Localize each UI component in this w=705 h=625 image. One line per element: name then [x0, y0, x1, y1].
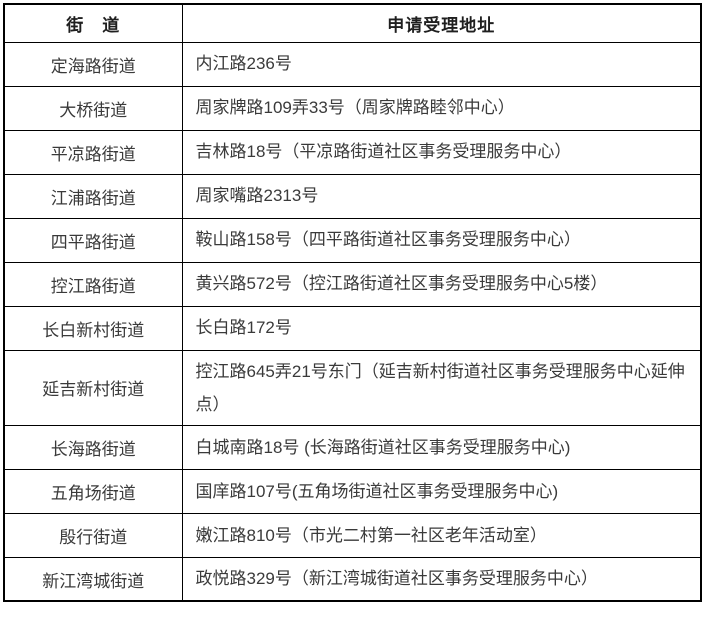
address-cell: 白城南路18号 (长海路街道社区事务受理服务中心)	[181, 424, 702, 470]
street-cell: 延吉新村街道	[3, 349, 183, 426]
table-row: 延吉新村街道 控江路645弄21号东门（延吉新村街道社区事务受理服务中心延伸点）	[3, 349, 702, 426]
street-cell: 江浦路街道	[3, 173, 183, 219]
page: 街 道 申请受理地址 定海路街道 内江路236号 大桥街道 周家牌路109弄33…	[3, 3, 702, 603]
address-cell: 内江路236号	[181, 41, 702, 87]
street-cell: 四平路街道	[3, 217, 183, 263]
address-cell: 黄兴路572号（控江路街道社区事务受理服务中心5楼）	[181, 261, 702, 307]
street-cell: 长海路街道	[3, 424, 183, 470]
street-cell: 殷行街道	[3, 512, 183, 558]
street-address-table: 街 道 申请受理地址 定海路街道 内江路236号 大桥街道 周家牌路109弄33…	[3, 3, 702, 603]
address-cell: 嫩江路810号（市光二村第一社区老年活动室）	[181, 512, 702, 558]
table-row: 江浦路街道 周家嘴路2313号	[3, 173, 702, 219]
header-address: 申请受理地址	[181, 3, 702, 43]
table-row: 殷行街道 嫩江路810号（市光二村第一社区老年活动室）	[3, 512, 702, 558]
street-cell: 定海路街道	[3, 41, 183, 87]
table-row: 长海路街道 白城南路18号 (长海路街道社区事务受理服务中心)	[3, 424, 702, 470]
street-cell: 平凉路街道	[3, 129, 183, 175]
street-cell: 长白新村街道	[3, 305, 183, 351]
street-cell: 控江路街道	[3, 261, 183, 307]
table-row: 四平路街道 鞍山路158号（四平路街道社区事务受理服务中心）	[3, 217, 702, 263]
table-row: 五角场街道 国庠路107号(五角场街道社区事务受理服务中心)	[3, 468, 702, 514]
header-row: 街 道 申请受理地址	[3, 3, 702, 43]
table-row: 大桥街道 周家牌路109弄33号（周家牌路睦邻中心）	[3, 85, 702, 131]
table-row: 定海路街道 内江路236号	[3, 41, 702, 87]
street-cell: 大桥街道	[3, 85, 183, 131]
address-cell: 国庠路107号(五角场街道社区事务受理服务中心)	[181, 468, 702, 514]
address-cell: 周家牌路109弄33号（周家牌路睦邻中心）	[181, 85, 702, 131]
table-body: 定海路街道 内江路236号 大桥街道 周家牌路109弄33号（周家牌路睦邻中心）…	[3, 41, 702, 602]
table-row: 平凉路街道 吉林路18号（平凉路街道社区事务受理服务中心）	[3, 129, 702, 175]
table-row: 控江路街道 黄兴路572号（控江路街道社区事务受理服务中心5楼）	[3, 261, 702, 307]
address-cell: 吉林路18号（平凉路街道社区事务受理服务中心）	[181, 129, 702, 175]
table-row: 长白新村街道 长白路172号	[3, 305, 702, 351]
table-row: 新江湾城街道 政悦路329号（新江湾城街道社区事务受理服务中心）	[3, 556, 702, 602]
street-cell: 新江湾城街道	[3, 556, 183, 602]
address-cell: 控江路645弄21号东门（延吉新村街道社区事务受理服务中心延伸点）	[181, 349, 702, 426]
header-street: 街 道	[3, 3, 183, 43]
address-cell: 鞍山路158号（四平路街道社区事务受理服务中心）	[181, 217, 702, 263]
address-cell: 长白路172号	[181, 305, 702, 351]
address-cell: 周家嘴路2313号	[181, 173, 702, 219]
street-cell: 五角场街道	[3, 468, 183, 514]
address-cell: 政悦路329号（新江湾城街道社区事务受理服务中心）	[181, 556, 702, 602]
